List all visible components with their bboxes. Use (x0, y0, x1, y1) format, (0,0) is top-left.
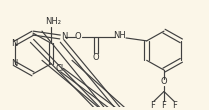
Text: N: N (61, 32, 67, 41)
Text: N: N (11, 59, 17, 68)
Text: F: F (173, 101, 177, 110)
Text: N: N (11, 39, 17, 48)
Text: O: O (75, 32, 81, 41)
Text: NH₂: NH₂ (45, 17, 61, 26)
Text: F: F (150, 101, 155, 110)
Text: O: O (161, 77, 167, 86)
Text: F: F (162, 101, 166, 110)
Text: NH: NH (114, 31, 126, 39)
Text: O: O (93, 53, 99, 62)
Text: Cl: Cl (55, 64, 63, 73)
